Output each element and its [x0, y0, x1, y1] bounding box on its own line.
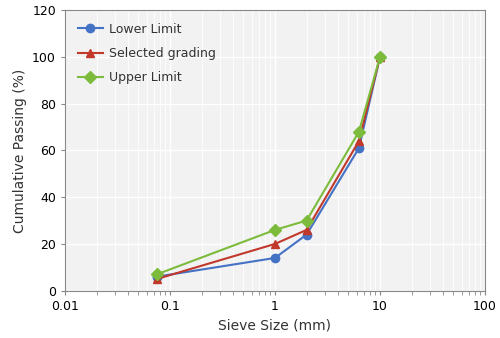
Y-axis label: Cumulative Passing (%): Cumulative Passing (%)	[12, 68, 26, 233]
Selected grading	[272, 242, 278, 246]
Selected grading	[304, 228, 310, 232]
Upper Limit	[377, 55, 383, 59]
Lower Limit	[154, 274, 160, 279]
Lower Limit	[272, 256, 278, 260]
Lower Limit	[304, 233, 310, 237]
Upper Limit	[304, 218, 310, 222]
Selected grading	[356, 139, 362, 143]
Selected grading	[377, 55, 383, 59]
Upper Limit	[272, 228, 278, 232]
Lower Limit	[377, 55, 383, 59]
Line: Lower Limit: Lower Limit	[152, 53, 384, 281]
X-axis label: Sieve Size (mm): Sieve Size (mm)	[218, 318, 332, 332]
Lower Limit	[356, 146, 362, 150]
Upper Limit	[356, 130, 362, 134]
Legend: Lower Limit, Selected grading, Upper Limit: Lower Limit, Selected grading, Upper Lim…	[72, 16, 222, 90]
Line: Upper Limit: Upper Limit	[152, 53, 384, 279]
Selected grading	[154, 277, 160, 281]
Upper Limit	[154, 272, 160, 276]
Line: Selected grading: Selected grading	[152, 53, 384, 283]
